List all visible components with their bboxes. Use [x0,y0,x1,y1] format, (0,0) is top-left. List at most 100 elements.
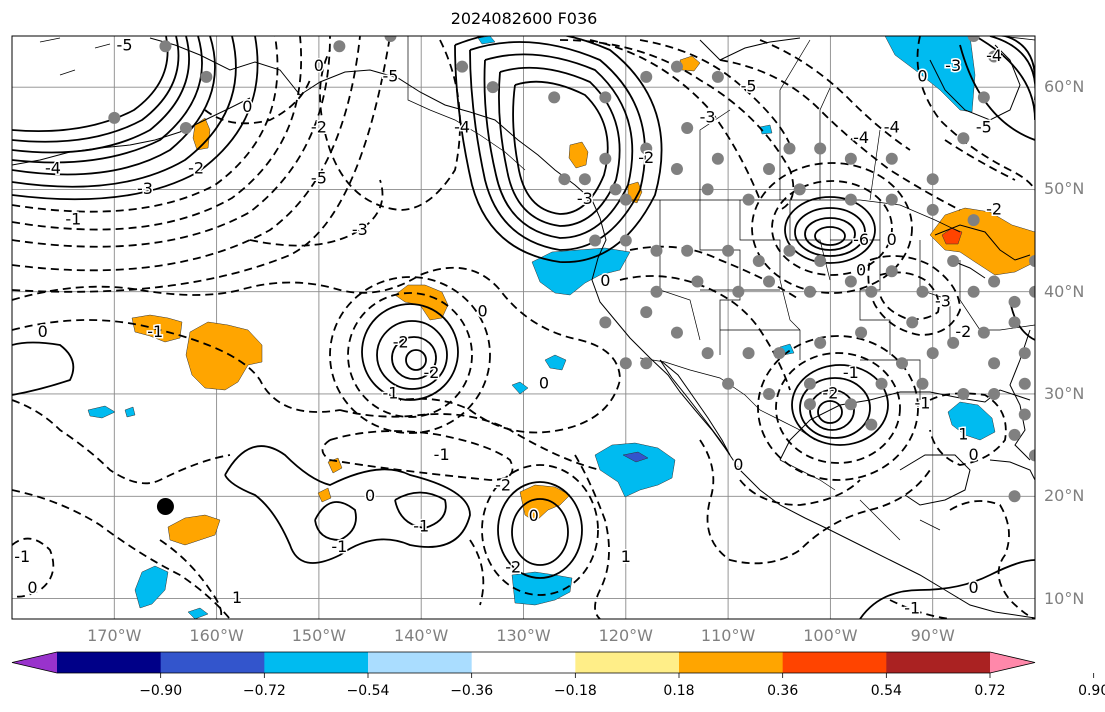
shade-blue [134,565,169,609]
station-dot [640,306,653,319]
contour-label: -3 [577,189,593,208]
station-dot [967,285,980,298]
contour-label: 0 [38,322,48,341]
contour-line [376,320,448,390]
contour-line [759,39,911,151]
contour-line [12,36,190,154]
station-dot [885,193,898,206]
contour-line [321,430,514,481]
contour-line [791,364,889,446]
shade-orange [519,484,571,523]
colorbar-label: −0.54 [346,683,390,699]
contours-solid [12,36,1035,619]
contour-label: -2 [638,148,654,167]
contour-label: 0 [917,66,927,85]
station-dot [640,357,653,370]
station-dot [619,234,632,247]
longitude-label: 120°W [598,626,653,645]
contour-label: 0 [600,271,610,290]
yucatan [899,454,971,506]
contour-label: -1 [434,445,450,464]
contour-label: 1 [232,588,242,607]
latitude-label: 40°N [1044,281,1085,301]
station-dot [650,285,663,298]
station-dot-highlight [156,497,174,515]
contour-label: -6 [853,230,869,249]
longitude-label: 90°W [910,626,955,645]
station-dot [1029,285,1035,298]
contour-line [469,41,646,251]
station-dot [1018,408,1031,421]
canada-provinces [699,39,881,201]
contour-line [12,36,331,248]
contour-label: 0 [242,97,252,116]
contour-line [481,464,599,596]
contour-label: -2 [188,158,204,177]
contour-label: -2 [505,557,521,576]
contour-label: 0 [365,486,375,505]
contour-line [405,349,427,371]
baja-peninsula [659,359,731,456]
shade-orange [185,321,263,391]
contour-label: 0 [969,445,979,464]
west-coast [591,199,1035,619]
contour-line [879,271,940,321]
contour-line [12,36,361,272]
shaded-anomalies [87,36,1035,619]
station-dot [1018,347,1031,360]
station-dot [926,173,939,186]
contour-line [804,217,856,251]
colorbar-outline [11,651,1036,674]
contour-line [12,36,279,213]
contour-line [12,36,302,231]
station-dot [875,377,888,390]
station-dot [701,183,714,196]
station-dot [844,193,857,206]
station-dot [855,326,868,339]
contour-label: 0 [969,578,979,597]
canada-north [699,37,801,61]
station-dot [650,244,663,257]
station-dot [179,122,192,135]
station-dot [558,173,571,186]
station-dot [885,265,898,278]
gulf-coast [779,389,1031,461]
contour-label: -5 [741,77,757,96]
station-dot [599,316,612,329]
shade-blue [477,36,496,45]
contour-label: -2 [423,363,439,382]
contour-line [361,303,459,401]
contour-label: 0 [529,506,539,525]
contour-line [12,319,341,413]
station-dot [640,142,653,155]
station-dot [814,336,827,349]
arctic-coast-line [39,36,1035,76]
contour-line [483,53,634,239]
contour-label: 1 [958,424,968,443]
contour-line [204,79,311,125]
station-dot [916,377,929,390]
contour-line [497,481,583,579]
station-dot [670,60,683,73]
colorbar-label: −0.36 [450,683,494,699]
station-dot [1018,377,1031,390]
contour-line [12,36,169,133]
contour-label: 0 [27,578,37,597]
contour-line [498,66,621,227]
contour-line [12,36,237,188]
contour-line [339,409,601,471]
cuba [989,459,1035,481]
shade-orange [929,207,1035,276]
station-dot [486,81,499,94]
station-dot [599,152,612,165]
contour-line [394,491,447,529]
latitude-label: 60°N [1044,77,1085,97]
contour-line [12,36,203,164]
longitude-label: 150°W [291,626,347,645]
contour-label: -3 [700,107,716,126]
station-dot [783,142,796,155]
contour-label: 1 [621,547,631,566]
contour-line [814,226,846,246]
station-dot [865,418,878,431]
